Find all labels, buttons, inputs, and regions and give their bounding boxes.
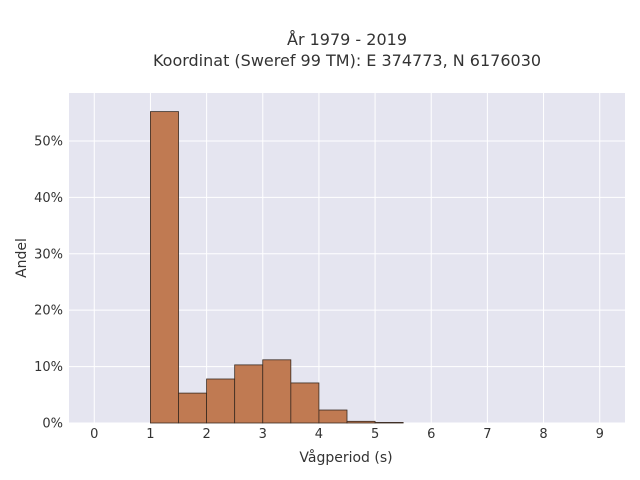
histogram-bar — [374, 422, 404, 424]
histogram-bar — [290, 382, 320, 424]
x-axis-ticks: 0 1 2 3 4 5 6 7 8 9 — [90, 427, 604, 442]
x-tick-label: 9 — [596, 427, 604, 442]
y-tick-label: 0% — [42, 417, 63, 432]
y-tick-label: 40% — [34, 191, 63, 206]
x-tick-label: 5 — [371, 427, 379, 442]
y-tick-label: 50% — [34, 134, 63, 149]
histogram-bar — [318, 409, 348, 424]
x-tick-label: 1 — [146, 427, 154, 442]
y-tick-label: 10% — [34, 360, 63, 375]
x-tick-label: 4 — [315, 427, 323, 442]
histogram-bar — [178, 392, 207, 424]
histogram-bar — [206, 378, 236, 424]
histogram-bar — [346, 420, 376, 424]
x-tick-label: 7 — [483, 427, 491, 442]
x-tick-label: 2 — [202, 427, 210, 442]
y-axis-label: Andel — [14, 238, 30, 278]
bars-group — [150, 111, 404, 424]
histogram-bar — [262, 359, 292, 424]
chart-title-line2: Koordinat (Sweref 99 TM): E 374773, N 61… — [153, 51, 541, 70]
x-tick-label: 6 — [427, 427, 435, 442]
histogram-bar — [150, 111, 179, 424]
y-tick-label: 30% — [34, 247, 63, 262]
x-axis-label: Vågperiod (s) — [299, 449, 392, 466]
x-tick-label: 0 — [90, 427, 98, 442]
x-tick-label: 8 — [539, 427, 547, 442]
chart-title-line1: År 1979 - 2019 — [287, 30, 407, 49]
x-tick-label: 3 — [259, 427, 267, 442]
y-tick-label: 20% — [34, 304, 63, 319]
histogram-bar — [234, 364, 264, 424]
y-axis-ticks: 0% 10% 20% 30% 40% 50% — [34, 134, 63, 431]
